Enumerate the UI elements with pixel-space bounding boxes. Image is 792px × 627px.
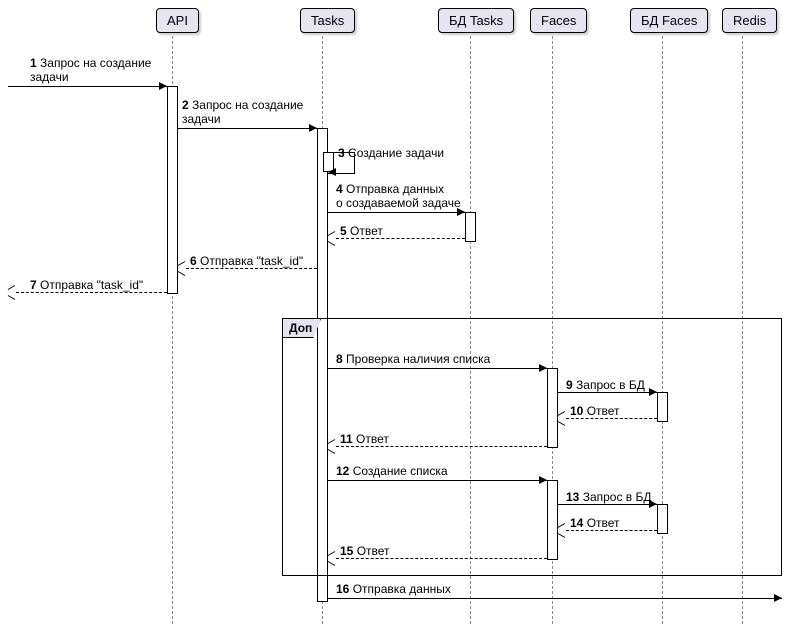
msg-15-label: 15 Ответ: [340, 544, 390, 558]
msg-1-line: [8, 86, 167, 87]
msg-3-arrow: [328, 168, 336, 176]
msg-16-label: 16 Отправка данных: [336, 582, 451, 596]
msg-12-label: 12 Создание списка: [336, 464, 448, 478]
msg-9-arrow: [649, 388, 657, 396]
msg-16-line: [328, 598, 782, 599]
msg-8-label: 8 Проверка наличия списка: [336, 352, 490, 366]
msg-14-label: 14 Ответ: [570, 516, 620, 530]
msg-3-label: 3 Создание задачи: [338, 146, 444, 160]
participant-bdfaces: БД Faces: [630, 8, 708, 33]
participant-label: Faces: [541, 13, 576, 28]
msg-8-arrow: [539, 364, 547, 372]
msg-6-line: [186, 268, 317, 269]
msg-6-label: 6 Отправка "task_id": [190, 254, 303, 268]
participant-api: API: [156, 8, 199, 33]
msg-11-label: 11 Ответ: [340, 432, 389, 446]
msg-9-line: [558, 392, 657, 393]
msg-12-line: [328, 480, 547, 481]
msg-12-arrow: [539, 476, 547, 484]
msg-10-line: [566, 418, 657, 419]
participant-label: Tasks: [311, 13, 344, 28]
msg-1-arrow: [159, 82, 167, 90]
msg-16-arrow: [774, 594, 782, 602]
participant-label: БД Faces: [641, 13, 697, 28]
participant-bdtasks: БД Tasks: [438, 8, 514, 33]
activation-api: [167, 86, 178, 294]
participant-tasks: Tasks: [300, 8, 355, 33]
msg-2-line: [178, 128, 317, 129]
msg-2-arrow: [309, 124, 317, 132]
msg-15-line: [336, 558, 547, 559]
participant-label: API: [167, 13, 188, 28]
msg-10-label: 10 Ответ: [570, 404, 620, 418]
msg-8-line: [328, 368, 547, 369]
msg-5-label: 5 Ответ: [340, 224, 383, 238]
msg-5-line: [336, 238, 465, 239]
msg-14-line: [566, 530, 657, 531]
msg-7-line: [16, 292, 167, 293]
participant-label: БД Tasks: [449, 13, 503, 28]
msg-9-label: 9 Запрос в БД: [566, 378, 645, 392]
activation-bdtasks: [465, 212, 476, 242]
msg-13-label: 13 Запрос в БД: [566, 490, 652, 504]
participant-label: Redis: [733, 13, 766, 28]
msg-4-line: [328, 212, 465, 213]
participant-redis: Redis: [722, 8, 777, 33]
msg-2-label: 2 Запрос на создание задачи: [182, 98, 303, 126]
msg-7-label: 7 Отправка "task_id": [30, 278, 143, 292]
msg-13-line: [558, 504, 657, 505]
msg-11-line: [336, 446, 547, 447]
participant-faces: Faces: [530, 8, 587, 33]
msg-1-label: 1 Запрос на создание задачи: [30, 56, 151, 84]
msg-4-label: 4 Отправка данных о создаваемой задаче: [336, 182, 461, 210]
